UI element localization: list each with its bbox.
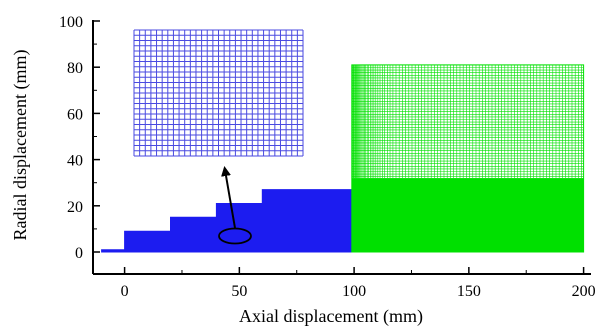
y-tick-label: 60	[67, 106, 83, 123]
mesh-upper-lines	[351, 64, 584, 179]
y-tick-label: 40	[67, 153, 83, 170]
zoom-arrow	[221, 166, 236, 229]
mesh-dense-fill	[351, 178, 584, 252]
axes	[92, 20, 591, 275]
x-tick-label: 50	[231, 283, 247, 300]
y-tick-label: 20	[67, 199, 83, 216]
mesh-block-region	[351, 64, 585, 253]
x-tick-label: 200	[572, 283, 596, 300]
y-tick-label: 100	[59, 14, 83, 31]
x-tick-label: 0	[121, 283, 129, 300]
highlight-ellipse	[218, 227, 252, 245]
x-tick-label: 150	[457, 283, 481, 300]
y-tick-label: 0	[75, 245, 83, 262]
y-tick-label: 80	[67, 60, 83, 77]
plot-area	[101, 29, 585, 253]
mesh-block-outline	[351, 64, 585, 253]
x-tick-label: 100	[342, 283, 366, 300]
tick-marks: 0 20 40 60 80 100 0 50 100 150 200	[59, 14, 596, 300]
zoom-inset-mesh	[133, 29, 304, 157]
y-axis-title: Radial displacement (mm)	[10, 50, 31, 241]
x-axis-title: Axial displacement (mm)	[239, 306, 423, 327]
